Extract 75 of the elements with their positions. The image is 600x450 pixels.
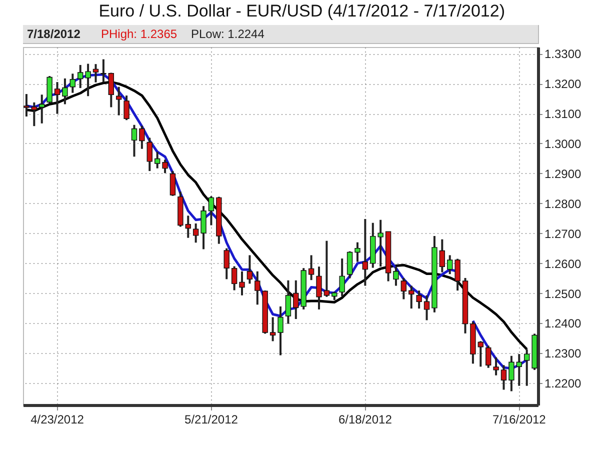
y-tick-label: 1.3300 bbox=[544, 47, 582, 62]
x-tick-label: 7/16/2012 bbox=[492, 412, 546, 426]
candlestick bbox=[400, 276, 407, 300]
candlestick bbox=[24, 93, 30, 118]
candlestick bbox=[239, 270, 245, 296]
candlestick bbox=[516, 353, 522, 387]
candlestick bbox=[54, 81, 60, 115]
y-tick-label: 1.2900 bbox=[544, 166, 582, 181]
y-tick-label: 1.2200 bbox=[544, 376, 582, 391]
candlestick bbox=[447, 254, 453, 276]
y-tick-label: 1.2800 bbox=[544, 196, 582, 211]
candlestick bbox=[524, 348, 530, 387]
candlestick bbox=[393, 266, 399, 287]
candlestick bbox=[162, 158, 168, 174]
y-tick-label: 1.2500 bbox=[544, 286, 582, 301]
candlestick bbox=[486, 344, 492, 369]
candlestick bbox=[154, 150, 160, 170]
candlestick bbox=[454, 258, 460, 292]
candlestick bbox=[39, 94, 45, 124]
candlestick bbox=[278, 305, 284, 356]
x-tick-label: 4/23/2012 bbox=[30, 412, 84, 426]
candlestick bbox=[254, 270, 260, 306]
candlestick bbox=[508, 354, 514, 392]
candlestick bbox=[124, 94, 130, 122]
candlestick bbox=[116, 86, 122, 116]
candlestick bbox=[170, 170, 176, 197]
candlestick bbox=[185, 214, 191, 239]
candlestick bbox=[224, 247, 230, 280]
candlestick bbox=[324, 240, 330, 298]
candlestick bbox=[208, 195, 214, 226]
y-tick-label: 1.2300 bbox=[544, 346, 582, 361]
text: 7/18/2012 bbox=[27, 27, 81, 41]
candlestick bbox=[500, 364, 507, 391]
candlestick bbox=[146, 136, 152, 172]
candlestick bbox=[478, 340, 484, 368]
candlestick bbox=[192, 222, 199, 244]
candlestick bbox=[139, 124, 145, 150]
candlestick bbox=[200, 205, 206, 250]
candlestick bbox=[316, 266, 322, 310]
y-tick-label: 1.3100 bbox=[544, 107, 582, 122]
candlestick bbox=[100, 58, 106, 84]
candlestick bbox=[354, 241, 360, 263]
candlestick bbox=[108, 72, 114, 108]
y-tick-label: 1.3000 bbox=[544, 136, 582, 151]
candlestick bbox=[346, 250, 353, 280]
candlestick bbox=[246, 254, 253, 285]
candlestick bbox=[70, 72, 76, 94]
candlestick bbox=[493, 356, 499, 376]
candlestick bbox=[424, 294, 430, 322]
candlestick bbox=[439, 238, 446, 274]
x-tick-label: 6/18/2012 bbox=[338, 412, 392, 426]
candlestick bbox=[308, 254, 314, 282]
y-tick-label: 1.2400 bbox=[544, 316, 582, 331]
text: PLow: 1.2244 bbox=[191, 27, 265, 41]
candlestick bbox=[293, 279, 299, 320]
candlestick bbox=[231, 265, 238, 292]
x-tick-label: 5/21/2012 bbox=[184, 412, 238, 426]
candlestick bbox=[378, 218, 384, 268]
y-tick-label: 1.2700 bbox=[544, 226, 582, 241]
candlestick bbox=[85, 62, 91, 98]
candlestick bbox=[92, 63, 99, 84]
y-tick-label: 1.2600 bbox=[544, 256, 582, 271]
candlestick bbox=[78, 64, 84, 90]
candlestick bbox=[408, 284, 414, 310]
candlestick bbox=[31, 101, 38, 128]
text: PHigh: 1.2365 bbox=[101, 27, 178, 41]
candlestick bbox=[285, 279, 292, 325]
candlestick bbox=[339, 258, 345, 298]
chart-title: Euro / U.S. Dollar - EUR/USD (4/17/2012 - 7/17/2012) bbox=[98, 2, 505, 20]
candlestick bbox=[416, 290, 422, 310]
candlestick bbox=[62, 77, 68, 106]
y-tick-label: 1.3200 bbox=[544, 77, 582, 92]
candlestick bbox=[131, 124, 138, 158]
candlestick bbox=[270, 316, 276, 342]
candlestick bbox=[362, 218, 368, 287]
